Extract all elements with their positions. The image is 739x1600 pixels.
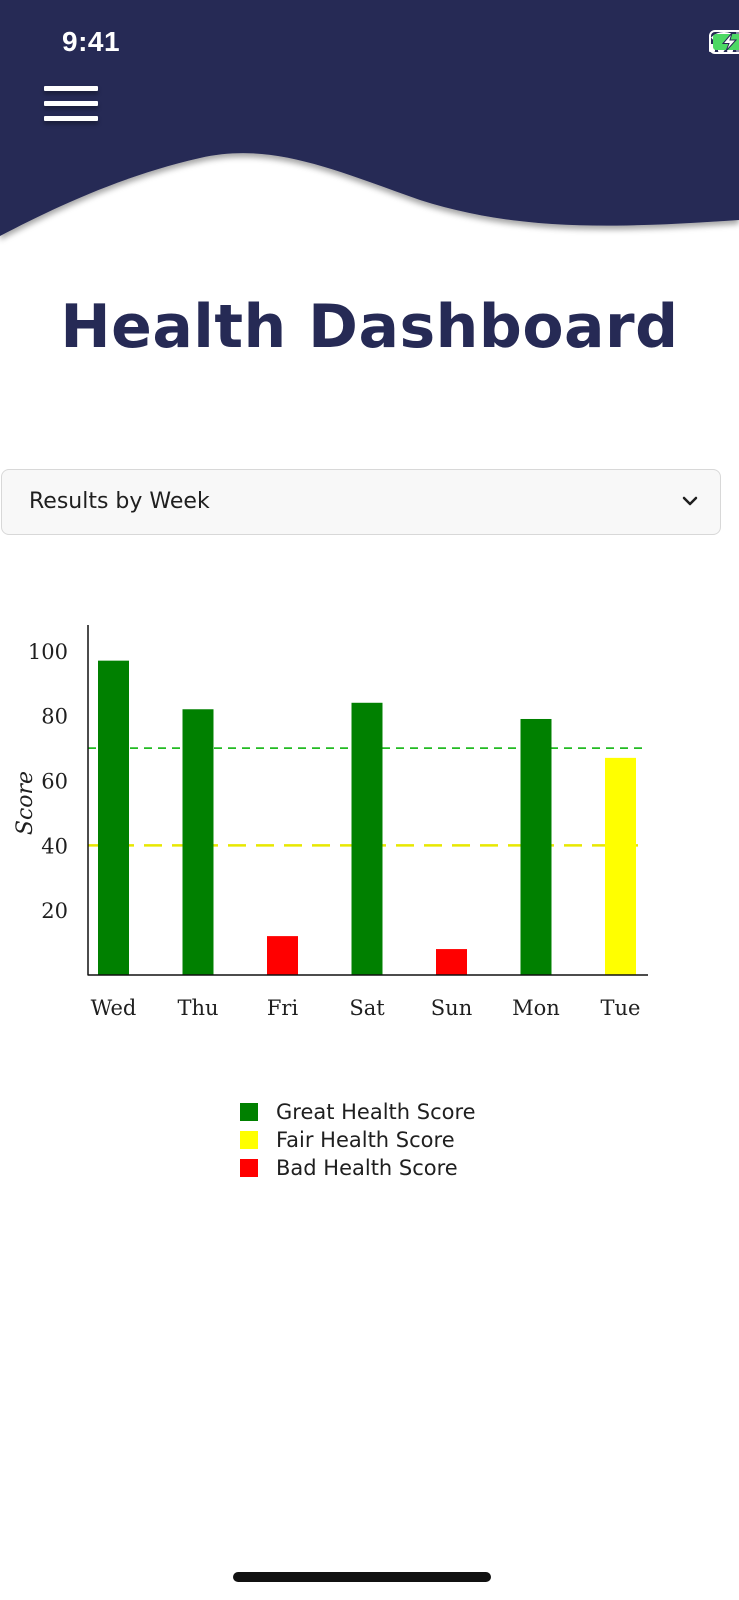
x-tick-label-sun: Sun: [431, 996, 472, 1020]
results-period-selected-value: Results by Week: [29, 489, 210, 514]
y-tick-label-100: 100: [28, 640, 68, 664]
bar-fri: [267, 936, 298, 975]
x-tick-label-mon: Mon: [512, 996, 560, 1020]
legend-label-fair: Fair Health Score: [276, 1128, 455, 1152]
app-header: 9:41: [0, 0, 739, 260]
y-tick-label-60: 60: [41, 770, 68, 794]
x-tick-label-fri: Fri: [267, 996, 299, 1020]
x-tick-label-wed: Wed: [91, 996, 137, 1020]
y-tick-label-80: 80: [41, 705, 68, 729]
legend-swatch-fair: [240, 1131, 258, 1149]
x-tick-label-thu: Thu: [177, 996, 218, 1020]
legend-label-great: Great Health Score: [276, 1100, 476, 1124]
bar-sat: [351, 702, 383, 975]
battery-charging-icon: [709, 30, 739, 54]
y-tick-label-20: 20: [41, 899, 68, 923]
chart-axes: [87, 625, 648, 976]
x-tick-label-sat: Sat: [349, 996, 385, 1020]
header-wave-background: [0, 0, 739, 236]
x-tick-label-tue: Tue: [601, 996, 641, 1020]
legend-item-bad: Bad Health Score: [240, 1154, 476, 1182]
health-score-bar-chart: 20 40 60 80 100 Wed Thu Fri Sat Sun Mon Tue Score: [13, 625, 648, 1020]
legend-swatch-great: [240, 1103, 258, 1121]
legend-item-great: Great Health Score: [240, 1098, 476, 1126]
chevron-down-icon: [682, 496, 698, 506]
hamburger-menu-icon[interactable]: [44, 86, 98, 124]
bar-sun: [436, 949, 467, 975]
chart-bars: [98, 660, 636, 975]
chart-legend: Great Health Score Fair Health Score Bad…: [240, 1098, 476, 1182]
x-tick-labels: Wed Thu Fri Sat Sun Mon Tue: [91, 996, 641, 1020]
home-indicator: [233, 1572, 491, 1582]
y-tick-labels: 20 40 60 80 100: [28, 640, 68, 923]
y-axis-label: Score: [13, 771, 38, 835]
bar-thu: [182, 709, 214, 975]
status-time: 9:41: [62, 26, 121, 57]
y-tick-label-40: 40: [41, 834, 68, 858]
legend-swatch-bad: [240, 1159, 258, 1177]
bar-wed: [98, 660, 129, 975]
bar-tue: [605, 757, 636, 975]
legend-item-fair: Fair Health Score: [240, 1126, 476, 1154]
results-period-select[interactable]: Results by Week: [1, 469, 721, 535]
legend-label-bad: Bad Health Score: [276, 1156, 458, 1180]
page-title: Health Dashboard: [60, 292, 679, 362]
bar-mon: [520, 718, 552, 975]
